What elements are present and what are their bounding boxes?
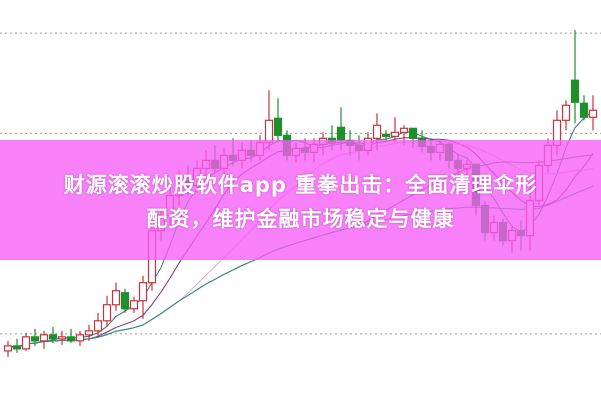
candle-down (579, 102, 589, 118)
candle-up (561, 104, 571, 121)
candle-up (93, 320, 103, 332)
candle-up (399, 127, 409, 133)
candle-down (273, 117, 283, 136)
candle-up (39, 334, 49, 342)
candle-up (111, 290, 121, 306)
candle-up (390, 131, 400, 137)
candle-down (66, 336, 76, 342)
candle-down (408, 127, 418, 139)
headline-line-2: 配资，维护金融市场稳定与健康 (146, 207, 455, 231)
candle-down (336, 126, 346, 141)
candle-down (381, 133, 391, 137)
candle-up (372, 124, 382, 139)
headline-banner (0, 140, 601, 260)
candle-down (12, 345, 22, 350)
candle-down (120, 292, 130, 310)
candle-up (588, 109, 598, 118)
candle-up (21, 336, 31, 350)
candle-up (138, 282, 148, 302)
candle-up (75, 334, 85, 342)
candle-up (57, 336, 67, 340)
candle-down (30, 336, 40, 342)
candle-down (570, 79, 580, 103)
candle-down (48, 334, 58, 340)
candle-up (84, 330, 94, 336)
candle-up (129, 300, 139, 310)
candle-up (3, 345, 13, 352)
headline-line-1: 财源滚滚炒股软件app 重拳出击：全面清理伞形 (63, 173, 538, 197)
candle-up (102, 304, 112, 322)
